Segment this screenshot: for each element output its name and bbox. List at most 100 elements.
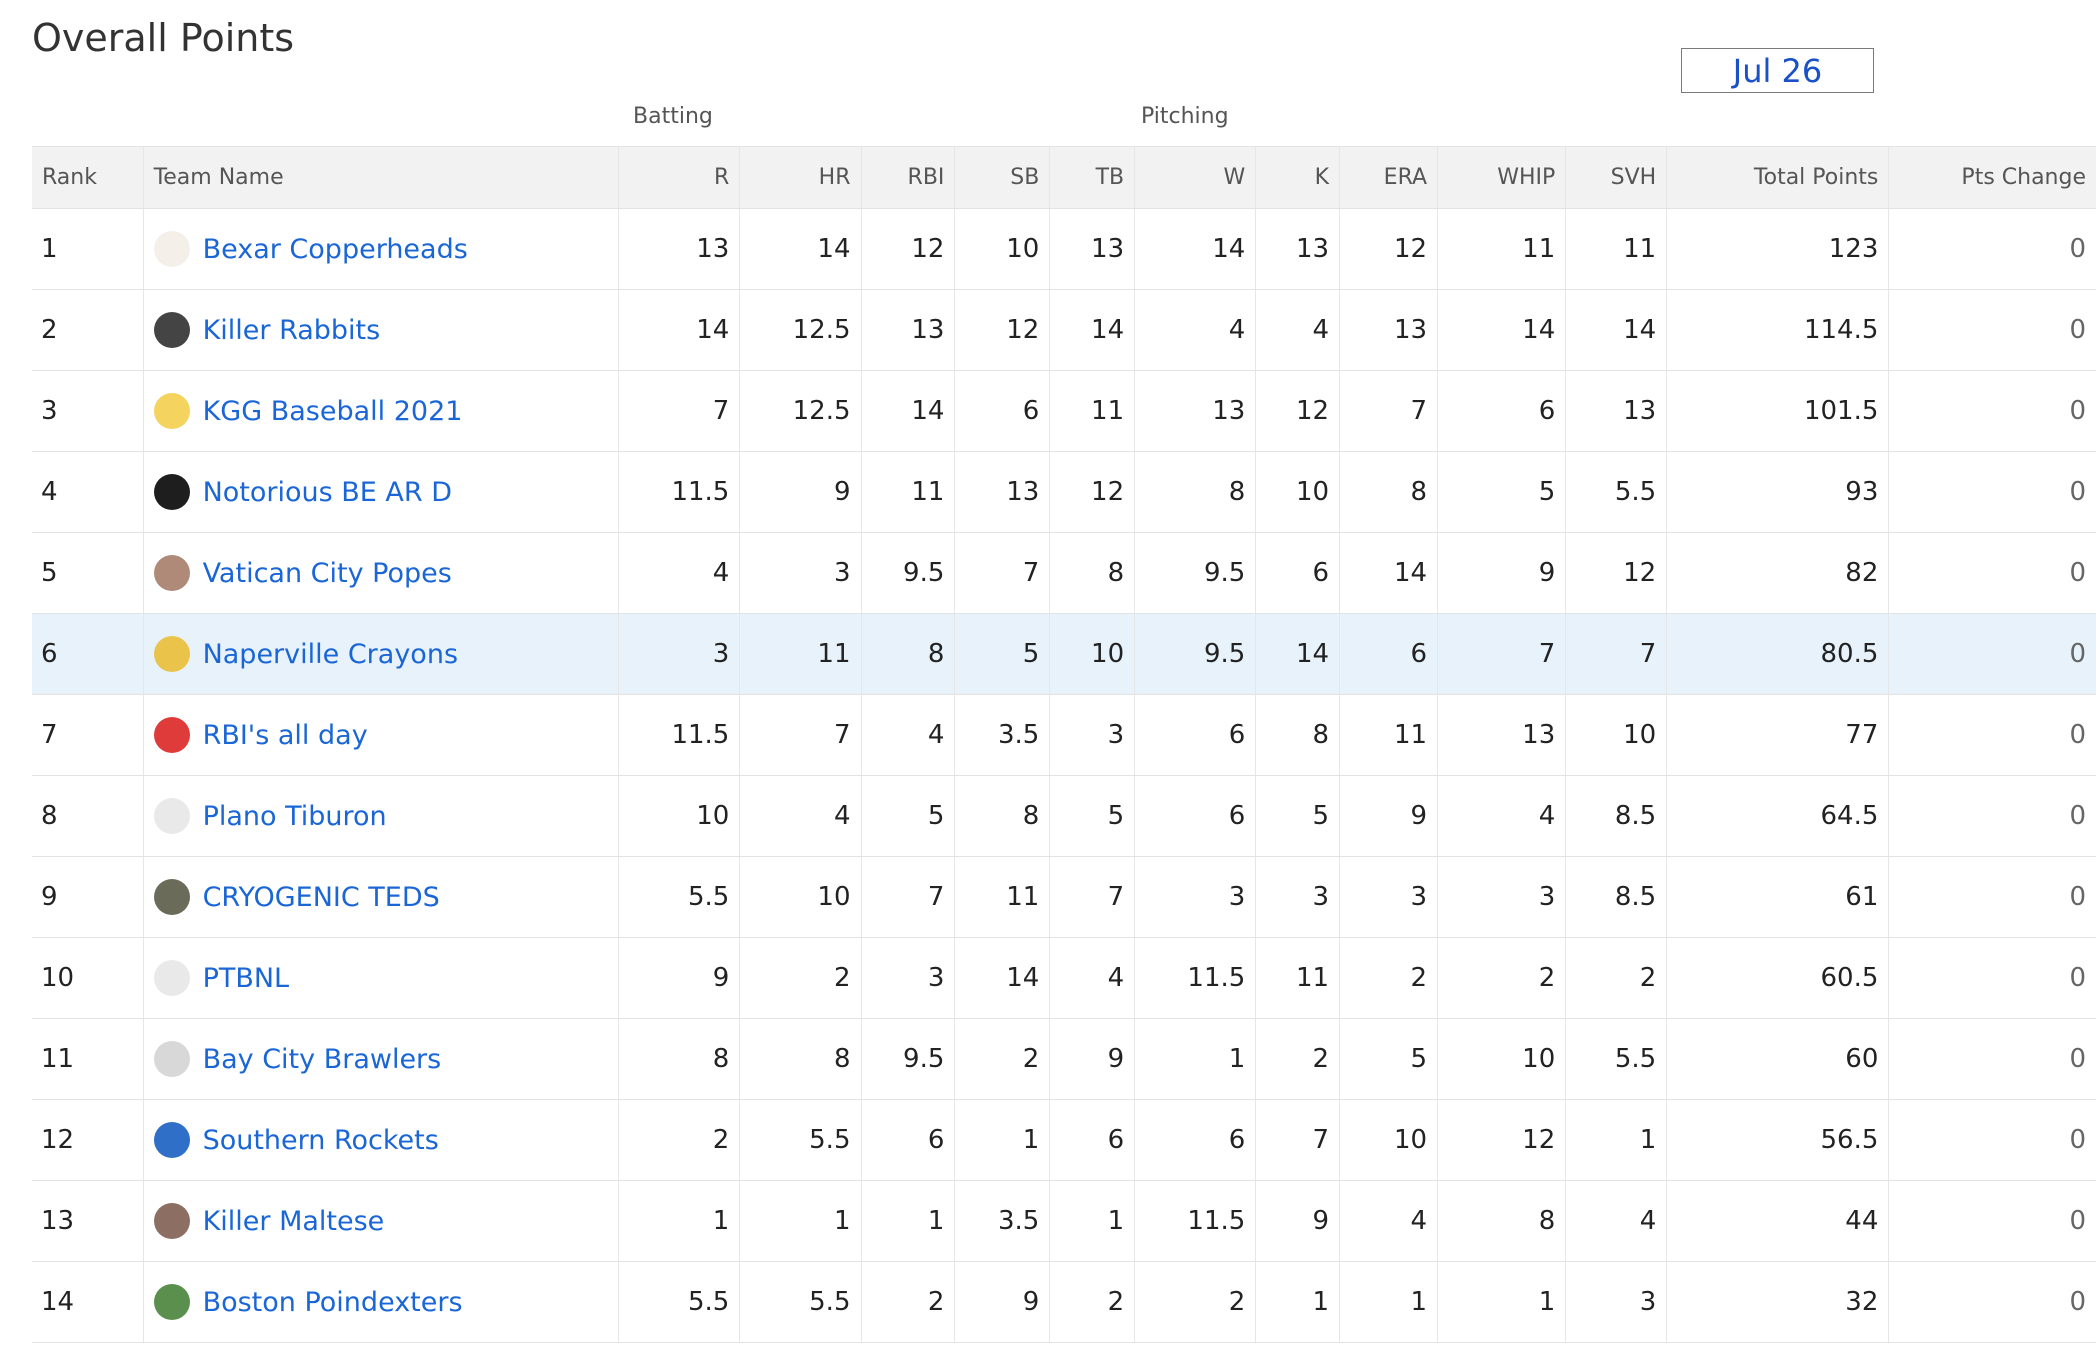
team-cell: Killer Maltese <box>142 1180 619 1262</box>
column-header-tb[interactable]: TB <box>1049 146 1135 209</box>
stat-cell-sb: 3.5 <box>954 1180 1050 1262</box>
default-cap-logo-icon[interactable] <box>153 960 190 996</box>
stat-cell-rbi: 9.5 <box>860 1018 955 1100</box>
stat-cell-tb: 4 <box>1049 937 1135 1019</box>
stat-cell-rbi: 7 <box>860 856 955 938</box>
column-header-pts-change[interactable]: Pts Change <box>1888 146 2096 209</box>
team-link[interactable]: PTBNL <box>202 962 290 994</box>
stat-cell-whip: 2 <box>1437 937 1566 1019</box>
total-points-cell: 64.5 <box>1666 775 1889 857</box>
column-header-sb[interactable]: SB <box>954 146 1050 209</box>
stat-cell-r: 14 <box>618 289 740 371</box>
bear-logo-icon[interactable] <box>153 474 190 510</box>
team-link[interactable]: RBI's all day <box>202 719 368 751</box>
rabbit-logo-icon[interactable] <box>153 312 190 348</box>
stat-cell-era: 6 <box>1339 613 1438 695</box>
stat-cell-k: 3 <box>1255 856 1340 938</box>
column-header-rank[interactable]: Rank <box>32 146 144 209</box>
table-header-row: Rank Team Name R HR RBI SB TB W K ERA WHIP SVH Total… <box>32 146 2096 209</box>
rank-cell: 11 <box>32 1018 144 1100</box>
team-cell: KGG Baseball 2021 <box>142 370 619 452</box>
pts-change-cell: 0 <box>1888 370 2096 452</box>
team-link[interactable]: Bay City Brawlers <box>202 1043 442 1075</box>
team-link[interactable]: Notorious BE AR D <box>202 476 453 508</box>
column-header-team-name[interactable]: Team Name <box>142 146 619 209</box>
team-link[interactable]: Bexar Copperheads <box>202 233 468 265</box>
pts-change-cell: 0 <box>1888 613 2096 695</box>
stat-cell-k: 7 <box>1255 1099 1340 1181</box>
team-link[interactable]: Naperville Crayons <box>202 638 459 670</box>
team-link[interactable]: Killer Maltese <box>202 1205 385 1237</box>
stat-cell-hr: 5.5 <box>739 1261 861 1343</box>
cap-logo-icon[interactable] <box>153 393 190 429</box>
pts-change-cell: 0 <box>1888 208 2096 290</box>
stat-cell-w: 2 <box>1134 1261 1256 1343</box>
pts-change-cell: 0 <box>1888 289 2096 371</box>
stat-cell-w: 1 <box>1134 1018 1256 1100</box>
column-header-whip[interactable]: WHIP <box>1437 146 1566 209</box>
team-cell: Vatican City Popes <box>142 532 619 614</box>
stat-cell-sb: 10 <box>954 208 1050 290</box>
ted-logo-icon[interactable] <box>153 879 190 915</box>
dog-logo-icon[interactable] <box>153 1041 190 1077</box>
column-header-total-points[interactable]: Total Points <box>1666 146 1889 209</box>
stat-cell-svh: 7 <box>1565 613 1667 695</box>
stat-cell-hr: 11 <box>739 613 861 695</box>
stat-cell-whip: 5 <box>1437 451 1566 533</box>
team-link[interactable]: Vatican City Popes <box>202 557 452 589</box>
stat-cell-sb: 9 <box>954 1261 1050 1343</box>
team-cell: CRYOGENIC TEDS <box>142 856 619 938</box>
stat-cell-sb: 13 <box>954 451 1050 533</box>
stat-cell-k: 11 <box>1255 937 1340 1019</box>
pope-logo-icon[interactable] <box>153 555 190 591</box>
team-link[interactable]: Southern Rockets <box>202 1124 439 1156</box>
stat-cell-r: 5.5 <box>618 1261 740 1343</box>
stat-cell-rbi: 1 <box>860 1180 955 1262</box>
stat-cell-hr: 4 <box>739 775 861 857</box>
stat-cell-whip: 8 <box>1437 1180 1566 1262</box>
date-selector[interactable]: Jul 26 <box>1681 48 1874 93</box>
team-cell: Plano Tiburon <box>142 775 619 857</box>
stat-cell-hr: 7 <box>739 694 861 776</box>
default-cap-logo-icon[interactable] <box>153 798 190 834</box>
column-header-rbi[interactable]: RBI <box>860 146 955 209</box>
stat-cell-hr: 2 <box>739 937 861 1019</box>
stat-cell-sb: 8 <box>954 775 1050 857</box>
stat-cell-era: 11 <box>1339 694 1438 776</box>
crayon-logo-icon[interactable] <box>153 636 190 672</box>
stat-cell-tb: 11 <box>1049 370 1135 452</box>
column-header-w[interactable]: W <box>1134 146 1256 209</box>
total-points-cell: 60 <box>1666 1018 1889 1100</box>
column-header-svh[interactable]: SVH <box>1565 146 1667 209</box>
stat-cell-whip: 9 <box>1437 532 1566 614</box>
team-link[interactable]: KGG Baseball 2021 <box>202 395 463 427</box>
column-header-r[interactable]: R <box>618 146 740 209</box>
column-header-era[interactable]: ERA <box>1339 146 1438 209</box>
stat-cell-svh: 8.5 <box>1565 775 1667 857</box>
table-row: 8 Plano Tiburon 10 4 5 8 5 6 5 9 4 8.5 64.5 0 <box>32 775 2096 857</box>
rank-cell: 8 <box>32 775 144 857</box>
team-link[interactable]: CRYOGENIC TEDS <box>202 881 440 913</box>
column-header-hr[interactable]: HR <box>739 146 861 209</box>
rocket-logo-icon[interactable] <box>153 1122 190 1158</box>
stat-cell-rbi: 6 <box>860 1099 955 1181</box>
team-link[interactable]: Killer Rabbits <box>202 314 381 346</box>
stat-cell-w: 9.5 <box>1134 613 1256 695</box>
stat-cell-k: 9 <box>1255 1180 1340 1262</box>
maltese-logo-icon[interactable] <box>153 1203 190 1239</box>
stat-cell-sb: 5 <box>954 613 1050 695</box>
rank-cell: 6 <box>32 613 144 695</box>
frog-logo-icon[interactable] <box>153 1284 190 1320</box>
pts-change-cell: 0 <box>1888 1099 2096 1181</box>
rank-cell: 13 <box>32 1180 144 1262</box>
team-link[interactable]: Boston Poindexters <box>202 1286 463 1318</box>
team-cell: Bay City Brawlers <box>142 1018 619 1100</box>
column-header-k[interactable]: K <box>1255 146 1340 209</box>
copperhead-logo-icon[interactable] <box>153 231 190 267</box>
stat-cell-w: 11.5 <box>1134 937 1256 1019</box>
red-cap-logo-icon[interactable] <box>153 717 190 753</box>
team-cell: PTBNL <box>142 937 619 1019</box>
stat-cell-w: 6 <box>1134 694 1256 776</box>
team-link[interactable]: Plano Tiburon <box>202 800 387 832</box>
stat-cell-r: 11.5 <box>618 694 740 776</box>
